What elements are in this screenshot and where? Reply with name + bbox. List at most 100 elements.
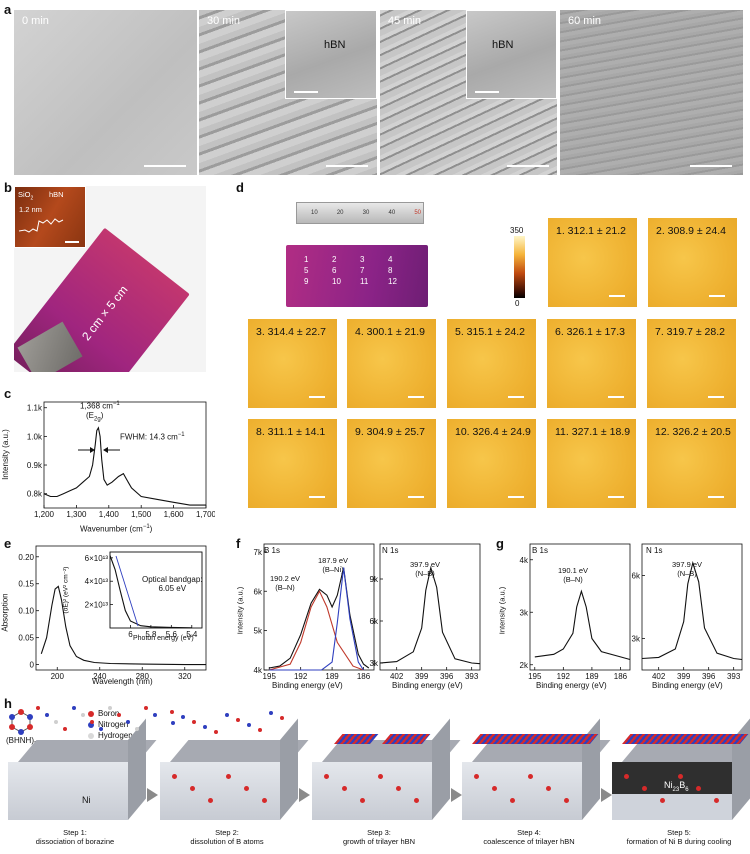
boron-atom-icon xyxy=(696,786,701,791)
x-tick-label: 399 xyxy=(415,672,429,681)
bandgap-label: Optical bandgap: 6.05 eV xyxy=(142,575,203,593)
plot-frame xyxy=(529,543,631,671)
scale-bar xyxy=(709,295,725,297)
boron-atom-icon xyxy=(378,774,383,779)
x-tick-label: 402 xyxy=(390,672,404,681)
tile-thickness-label: 9. 304.9 ± 25.7 xyxy=(355,426,425,438)
tile-thickness-label: 11. 327.1 ± 18.9 xyxy=(555,426,631,438)
boron-atom-icon xyxy=(474,774,479,779)
x-tick-label: 189 xyxy=(325,672,339,681)
step-caption: Step 2: dissolution of B atoms xyxy=(156,828,298,846)
precursor-atom-icon xyxy=(171,721,175,725)
ruler-number: 10 xyxy=(311,210,318,216)
y-tick-label: 0.8k xyxy=(27,490,43,499)
step-caption: Step 1: dissociation of borazine xyxy=(4,828,146,846)
scale-bar xyxy=(294,91,318,93)
sample-position-number: 9 xyxy=(304,277,309,286)
sem-inset-hbn: hBN xyxy=(466,10,557,99)
afm-map-tile: 1. 312.1 ± 21.2 xyxy=(548,218,637,307)
sem-inset-hbn: hBN xyxy=(285,10,377,99)
y-tick-label: 0.15 xyxy=(18,580,34,589)
precursor-atom-icon xyxy=(181,715,185,719)
boron-atom-icon xyxy=(396,786,401,791)
raman-fwhm-label: FWHM: 14.3 cm−1 xyxy=(120,432,185,442)
precursor-atom-icon xyxy=(135,727,139,731)
series-line xyxy=(109,555,192,629)
series-line xyxy=(40,585,206,666)
afm-map-tile: 11. 327.1 ± 18.9 xyxy=(547,419,636,508)
growth-step-block xyxy=(312,718,461,826)
precursor-atom-icon xyxy=(45,713,49,717)
step-title: Step 4: xyxy=(517,828,541,837)
xps-g-chart: 195 192 189 186 2k 3k 4k 402 399 396 393 3k 6k xyxy=(520,543,743,681)
precursor-atom-icon xyxy=(144,706,148,710)
atom-legend: Boron Nitrogen Hydrogen xyxy=(88,708,133,741)
ni-front-face xyxy=(8,762,128,820)
boron-atom-icon xyxy=(492,786,497,791)
step-description: dissociation of borazine xyxy=(35,837,115,846)
afm-map-tile: 3. 314.4 ± 22.7 xyxy=(248,319,337,408)
tile-thickness-label: 5. 315.1 ± 24.2 xyxy=(455,326,525,338)
scale-bar xyxy=(690,165,732,167)
sem-time-label: 0 min xyxy=(22,15,49,27)
sem-frame-60min: 60 min xyxy=(560,10,743,175)
ni-boride-label: Ni23B6 xyxy=(664,780,689,793)
afm-map-tile: 5. 315.1 ± 24.2 xyxy=(447,319,536,408)
afm-map-tile: 10. 326.4 ± 24.9 xyxy=(447,419,536,508)
afm-map-tile: 6. 326.1 ± 17.3 xyxy=(547,319,636,408)
precursor-atom-icon xyxy=(203,725,207,729)
afm-label-sio2: SiO2 xyxy=(18,190,34,202)
x-tick-label: 320 xyxy=(178,672,192,681)
x-tick-label: 5.6 xyxy=(166,630,178,639)
y-tick-label: 1.1k xyxy=(27,404,43,413)
sample-position-number: 11 xyxy=(360,277,369,286)
precursor-atom-icon xyxy=(236,718,240,722)
g-npeak-label: 397.9 eV (N–B) xyxy=(672,560,703,578)
tile-thickness-label: 3. 314.4 ± 22.7 xyxy=(256,326,326,338)
y-tick-label: 4k xyxy=(520,556,529,565)
precursor-atom-icon xyxy=(108,706,112,710)
sample-position-number: 2 xyxy=(332,255,337,264)
precursor-atom-icon xyxy=(170,710,174,714)
x-tick-label: 1,200 xyxy=(34,510,55,519)
series-line xyxy=(43,426,206,506)
step-title: Step 5: xyxy=(667,828,691,837)
precursor-atom-icon xyxy=(153,713,157,717)
series-line xyxy=(269,567,370,669)
x-tick-label: 200 xyxy=(51,672,65,681)
afm-map-tile: 2. 308.9 ± 24.4 xyxy=(648,218,737,307)
x-tick-label: 399 xyxy=(677,672,691,681)
afm-map-tile: 9. 304.9 ± 25.7 xyxy=(347,419,436,508)
scale-bar xyxy=(609,295,625,297)
inset-hbn-label: hBN xyxy=(492,39,514,51)
precursor-atom-icon xyxy=(247,723,251,727)
scale-bar xyxy=(508,496,524,498)
x-tick-label: 5.4 xyxy=(186,630,198,639)
series-line xyxy=(534,589,631,661)
y-tick-label: 6k xyxy=(370,617,379,626)
colorbar-min: 0 xyxy=(515,299,520,308)
afm-label-hbn: hBN xyxy=(49,190,64,199)
atom-dot-icon xyxy=(88,721,94,728)
sample-position-number: 7 xyxy=(360,266,365,275)
afm-map-tile: 8. 311.1 ± 14.1 xyxy=(248,419,337,508)
precursor-atom-icon xyxy=(54,720,58,724)
legend-label: Nitrogen xyxy=(98,720,129,729)
scale-bar xyxy=(144,165,186,167)
step-title: Step 2: xyxy=(215,828,239,837)
ni-side-face xyxy=(280,718,298,820)
g-ylabel: Intensity (a.u.) xyxy=(497,586,507,635)
ruler-number: 50 xyxy=(414,210,421,216)
sample-position-number: 8 xyxy=(388,266,393,275)
f-peak1-label: 190.2 eV (B–N) xyxy=(270,574,301,592)
xps-f-chart: 195 192 189 186 4k 5k 6k 7k 402 399 396 393 3k 6k 9k xyxy=(254,543,481,681)
ni-side-face xyxy=(432,718,450,820)
hbn-film xyxy=(622,734,749,744)
x-tick-label: 192 xyxy=(294,672,308,681)
sample-position-number: 3 xyxy=(360,255,365,264)
g-b1s-label: B 1s xyxy=(532,546,549,555)
precursor-atom-icon xyxy=(214,730,218,734)
y-tick-label: 9k xyxy=(370,575,379,584)
scale-bar xyxy=(708,396,724,398)
legend-entry: Boron xyxy=(88,708,133,719)
